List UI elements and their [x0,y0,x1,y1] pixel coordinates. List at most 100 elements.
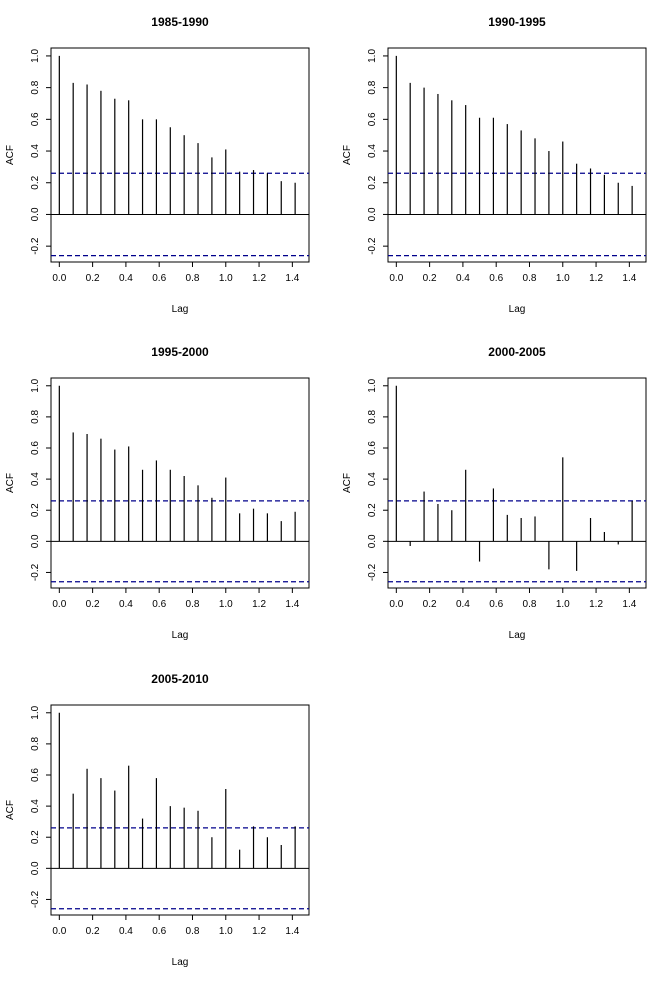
x-tick-label: 0.6 [152,926,166,937]
y-tick-label: 0.8 [367,80,378,94]
plot-frame [387,47,647,263]
x-tick-label: 1.4 [285,273,299,284]
x-tick-label: 1.0 [219,273,233,284]
y-tick-label: 0.8 [367,410,378,424]
x-axis-label: Lag [509,630,526,641]
y-tick-label: 0.4 [367,144,378,158]
y-tick-label: 1.0 [367,49,378,63]
plot-frame [50,704,310,916]
x-tick-label: 0.6 [152,599,166,610]
x-tick-label: 0.4 [456,273,470,284]
x-tick-label: 0.6 [489,273,503,284]
y-tick-label: 0.8 [30,737,41,751]
y-tick-label: 0.8 [30,80,41,94]
chart-title: 1990-1995 [488,15,546,29]
x-axis-label: Lag [172,304,189,315]
y-tick-label: 0.0 [367,534,378,548]
x-tick-label: 0.0 [389,599,403,610]
x-tick-label: 0.0 [52,599,66,610]
y-tick-label: -0.2 [367,563,378,581]
y-axis-label: ACF [342,473,353,493]
y-tick-label: 0.2 [30,830,41,844]
x-tick-label: 1.0 [556,273,570,284]
x-axis-label: Lag [172,630,189,641]
x-tick-label: 1.4 [285,926,299,937]
x-axis-label: Lag [172,957,189,968]
x-tick-label: 0.0 [52,273,66,284]
chart-title: 1995-2000 [151,345,209,359]
chart-title: 1985-1990 [151,15,209,29]
x-axis-label: Lag [509,304,526,315]
x-tick-label: 1.0 [219,599,233,610]
x-tick-label: 1.2 [589,599,603,610]
x-tick-label: 0.4 [456,599,470,610]
y-tick-label: 1.0 [30,378,41,392]
y-tick-label: 0.6 [367,112,378,126]
x-tick-label: 0.2 [423,273,437,284]
y-tick-label: 1.0 [367,378,378,392]
y-axis-label: ACF [342,145,353,165]
chart-title: 2000-2005 [488,345,546,359]
acf-panel-2: 1990-1995 0.0 0.2 0.4 0.6 0.8 1.0 1.2 1.4 -0.2 0.0… [342,15,647,315]
chart-title: 2005-2010 [151,672,209,686]
x-tick-label: 1.2 [252,926,266,937]
x-tick-label: 0.8 [186,273,200,284]
acf-panel-5: 2005-2010 0.0 0.2 0.4 0.6 0.8 1.0 1.2 1.4 -0.2 0.0… [5,672,310,968]
y-tick-label: 0.6 [367,441,378,455]
acf-panel-4: 2000-2005 0.0 0.2 0.4 0.6 0.8 1.0 1.2 1.4 -0.2 0.0… [342,345,647,641]
x-tick-label: 0.8 [523,599,537,610]
x-tick-label: 0.6 [489,599,503,610]
y-tick-label: 0.0 [30,861,41,875]
x-tick-label: 0.8 [523,273,537,284]
x-tick-label: 0.2 [86,926,100,937]
acf-panel-1: 1985-1990 0.0 0.2 0.4 0.6 0.8 1.0 1.2 1.4 -0.2 0.0… [5,15,310,315]
y-tick-label: 0.0 [30,534,41,548]
y-axis-label: ACF [5,145,16,165]
x-tick-label: 1.4 [622,273,636,284]
x-tick-label: 1.0 [556,599,570,610]
x-tick-label: 0.2 [86,273,100,284]
y-tick-label: 0.4 [30,144,41,158]
y-tick-label: 0.6 [30,768,41,782]
y-axis-label: ACF [5,800,16,820]
x-tick-label: 0.8 [186,926,200,937]
y-tick-label: 0.2 [30,175,41,189]
x-tick-label: 1.2 [252,273,266,284]
y-tick-label: -0.2 [30,237,41,255]
x-tick-label: 1.2 [589,273,603,284]
y-tick-label: 1.0 [30,49,41,63]
y-tick-label: 0.4 [367,472,378,486]
x-tick-label: 1.4 [285,599,299,610]
y-tick-label: -0.2 [30,890,41,908]
y-tick-label: -0.2 [367,237,378,255]
x-tick-label: 0.8 [186,599,200,610]
y-tick-label: 0.2 [30,503,41,517]
y-tick-label: 0.0 [367,207,378,221]
y-tick-label: 0.2 [367,503,378,517]
x-tick-label: 0.4 [119,926,133,937]
y-tick-label: 1.0 [30,705,41,719]
plot-frame [387,377,647,589]
y-tick-label: 0.6 [30,112,41,126]
x-tick-label: 0.4 [119,273,133,284]
y-axis-label: ACF [5,473,16,493]
x-tick-label: 0.0 [389,273,403,284]
x-tick-label: 1.4 [622,599,636,610]
x-tick-label: 1.0 [219,926,233,937]
x-tick-label: 1.2 [252,599,266,610]
plot-frame [50,47,310,263]
x-tick-label: 0.0 [52,926,66,937]
y-tick-label: 0.4 [30,472,41,486]
y-tick-label: 0.8 [30,410,41,424]
y-tick-label: 0.4 [30,799,41,813]
x-tick-label: 0.2 [86,599,100,610]
x-tick-label: 0.2 [423,599,437,610]
acf-panel-3: 1995-2000 0.0 0.2 0.4 0.6 0.8 1.0 1.2 1.4 -0.2 0.0… [5,345,310,641]
y-tick-label: 0.6 [30,441,41,455]
y-tick-label: -0.2 [30,563,41,581]
x-tick-label: 0.4 [119,599,133,610]
y-tick-label: 0.2 [367,175,378,189]
y-tick-label: 0.0 [30,207,41,221]
plot-frame [50,377,310,589]
